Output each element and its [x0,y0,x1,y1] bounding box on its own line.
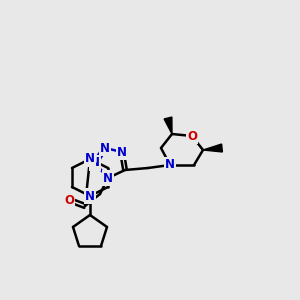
Text: N: N [100,142,110,154]
Text: N: N [85,152,95,166]
Text: N: N [117,146,127,158]
Text: N: N [85,190,95,202]
Text: N: N [165,158,175,172]
Polygon shape [164,117,172,134]
Text: O: O [64,194,74,206]
Text: N: N [103,172,113,184]
Text: N: N [90,157,100,169]
Text: O: O [187,130,197,142]
Polygon shape [203,144,222,152]
